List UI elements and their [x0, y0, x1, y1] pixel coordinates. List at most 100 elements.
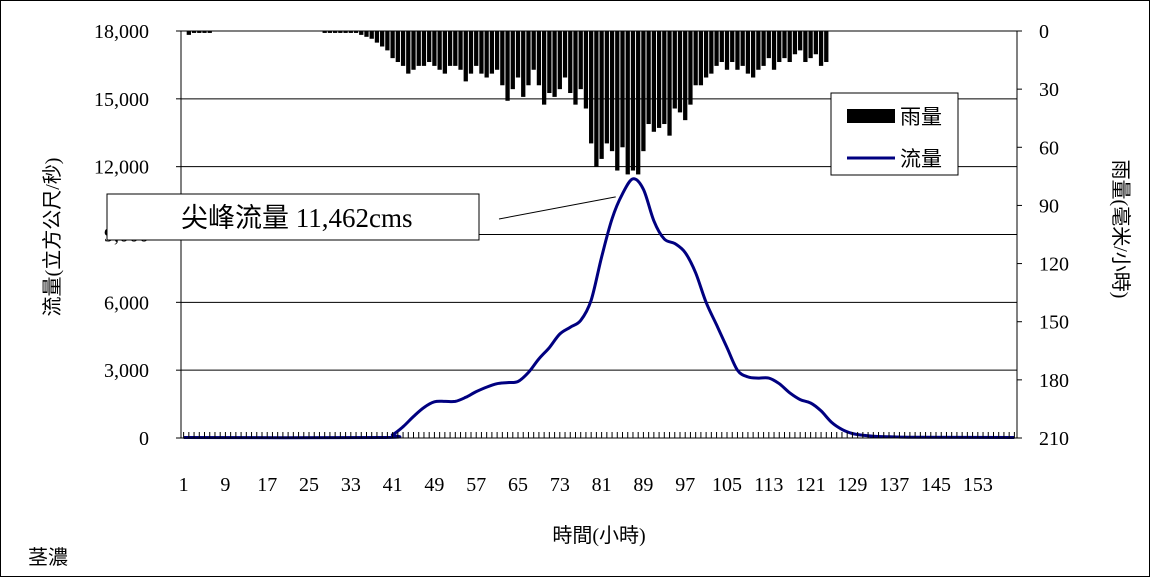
- rain-bar: [751, 31, 755, 78]
- rain-bar: [646, 31, 650, 124]
- rain-bar: [505, 31, 509, 101]
- rain-bar: [746, 31, 750, 74]
- rain-bar: [662, 31, 666, 124]
- x-tick-label: 137: [879, 474, 909, 496]
- rain-bar: [767, 31, 771, 58]
- rain-bar: [380, 31, 384, 47]
- rain-bar: [390, 31, 394, 58]
- rain-bar: [453, 31, 457, 66]
- rain-bar: [328, 31, 332, 33]
- y-right-tick-label: 210: [1039, 428, 1069, 450]
- rain-bar: [615, 31, 619, 171]
- x-tick-label: 153: [963, 474, 993, 496]
- peak-annotation: 尖峰流量 11,462cms: [107, 194, 616, 240]
- rain-bar: [417, 31, 421, 66]
- rain-bar: [694, 31, 698, 85]
- rain-bar: [521, 31, 525, 97]
- rain-bar: [406, 31, 410, 74]
- rain-bar: [375, 31, 379, 43]
- y-axis-right-label: 雨量(毫米/小時): [1109, 160, 1132, 299]
- y-left-tick-label: 15,000: [94, 89, 149, 111]
- peak-leader-line: [499, 197, 616, 219]
- rain-bar: [526, 31, 530, 85]
- rain-bar: [411, 31, 415, 70]
- rain-bar: [469, 31, 473, 74]
- rain-bar: [537, 31, 541, 85]
- rain-bar: [824, 31, 828, 62]
- rain-bar: [197, 31, 201, 33]
- rain-bar: [678, 31, 682, 112]
- x-tick-label: 9: [220, 474, 230, 496]
- rain-bars: [187, 31, 829, 174]
- x-tick-label: 89: [633, 474, 653, 496]
- rain-bar: [385, 31, 389, 50]
- rain-bar: [343, 31, 347, 33]
- rain-bar: [788, 31, 792, 62]
- y-axis-left-label: 流量(立方公尺/秒): [41, 158, 64, 317]
- x-tick-label: 145: [921, 474, 951, 496]
- rain-bar: [427, 31, 431, 62]
- rain-bar: [338, 31, 342, 33]
- rain-bar: [333, 31, 337, 33]
- rain-bar: [349, 31, 353, 33]
- y-right-tick-label: 30: [1039, 79, 1059, 101]
- rain-bar: [443, 31, 447, 74]
- y-left-tick-label: 3,000: [104, 360, 149, 382]
- rain-bar: [500, 31, 504, 85]
- rain-bar: [714, 31, 718, 66]
- rain-bar: [359, 31, 363, 35]
- rain-bar: [777, 31, 781, 62]
- rain-bar: [652, 31, 656, 132]
- rain-bar: [641, 31, 645, 151]
- rain-bar: [761, 31, 765, 66]
- x-tick-label: 121: [796, 474, 826, 496]
- rain-bar: [516, 31, 520, 78]
- rain-bar: [620, 31, 624, 147]
- rain-bar: [772, 31, 776, 70]
- rain-bar: [542, 31, 546, 105]
- rain-bar: [396, 31, 400, 62]
- y-left-tick-label: 18,000: [94, 21, 149, 43]
- rain-bar: [709, 31, 713, 74]
- rain-bar: [192, 31, 196, 33]
- rain-bar: [532, 31, 536, 70]
- rain-bar: [584, 31, 588, 109]
- rain-bar: [808, 31, 812, 58]
- x-tick-label: 41: [383, 474, 403, 496]
- y-left-tick-label: 0: [139, 428, 149, 450]
- x-tick-label: 113: [754, 474, 783, 496]
- x-tick-label: 57: [466, 474, 486, 496]
- rain-bar: [208, 31, 212, 33]
- rain-bar: [448, 31, 452, 66]
- rain-bar: [673, 31, 677, 109]
- x-tick-label: 97: [675, 474, 695, 496]
- rain-bar: [370, 31, 374, 39]
- rain-bar: [683, 31, 687, 120]
- rain-bar: [803, 31, 807, 62]
- y-right-tick-label: 180: [1039, 370, 1069, 392]
- rain-bar: [495, 31, 499, 70]
- x-tick-label: 65: [508, 474, 528, 496]
- rain-bar: [814, 31, 818, 54]
- rain-bar: [552, 31, 556, 97]
- rain-bar: [599, 31, 603, 159]
- rain-bar: [741, 31, 745, 66]
- rain-bar: [667, 31, 671, 136]
- rain-bar: [730, 31, 734, 62]
- rain-bar: [735, 31, 739, 70]
- rain-bar: [458, 31, 462, 70]
- rain-bar: [437, 31, 441, 70]
- y-right-tick-label: 90: [1039, 195, 1059, 217]
- rain-bar: [511, 31, 515, 89]
- rain-bar: [401, 31, 405, 66]
- rain-bar: [782, 31, 786, 58]
- rain-bar: [563, 31, 567, 78]
- rain-bar: [479, 31, 483, 74]
- rain-bar: [720, 31, 724, 62]
- rain-bar: [798, 31, 802, 50]
- y-right-tick-label: 150: [1039, 312, 1069, 334]
- x-axis-label: 時間(小時): [552, 524, 645, 547]
- rain-bar: [464, 31, 468, 81]
